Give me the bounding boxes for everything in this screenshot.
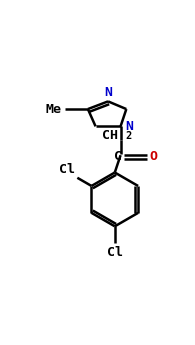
Text: C: C [113,150,121,164]
Text: O: O [149,150,157,164]
Text: CH: CH [102,129,118,141]
Text: N: N [125,120,133,133]
Text: Cl: Cl [59,163,75,176]
Text: Me: Me [46,102,62,116]
Text: 2: 2 [125,131,132,141]
Text: N: N [104,86,112,99]
Text: Cl: Cl [107,246,123,258]
